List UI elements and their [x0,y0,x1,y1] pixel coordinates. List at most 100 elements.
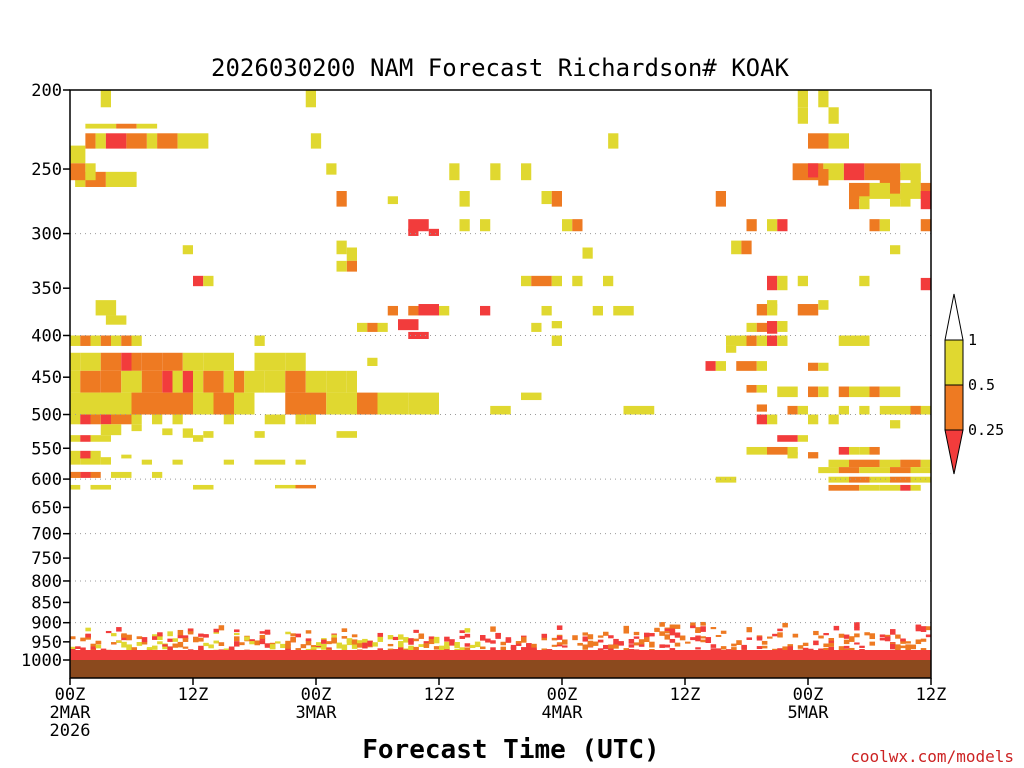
richardson-cell [70,392,91,415]
surface-band-strip [198,645,204,652]
surface-band-strip [915,625,922,632]
surface-band-strip [228,646,235,651]
surface-band-strip [495,632,501,639]
surface-band-strip [761,640,768,645]
plot-frame [69,89,932,679]
legend-bin-yellow [944,339,964,386]
richardson-cell [408,331,429,340]
surface-band-strip [782,646,788,651]
surface-band-strip [408,646,414,651]
surface-band-strip [464,628,471,631]
richardson-cell [398,319,419,331]
surface-band-strip [162,644,168,647]
richardson-cell [244,370,265,393]
richardson-cell [367,357,378,367]
surface-band-strip [628,638,635,644]
richardson-cell [797,107,808,124]
surface-band-strip [193,637,199,643]
richardson-cell [141,459,152,465]
richardson-cell [121,352,132,371]
richardson-cell [849,459,880,468]
surface-band-strip [295,633,302,638]
surface-band-strip [782,622,788,625]
richardson-cell [746,322,757,332]
surface-band-strip [608,644,614,649]
surface-band-strip [444,647,450,653]
surface-band-strip [649,633,655,637]
richardson-cell [162,428,173,436]
richardson-cell [100,335,111,346]
surface-band-strip [562,639,568,645]
surface-band-strip [177,629,184,636]
surface-band-strip [403,637,409,643]
surface-band-strip [357,640,363,644]
surface-band-strip [182,635,189,640]
site-credit: coolwx.com/models [850,747,1014,766]
surface-band-strip [95,644,102,649]
richardson-cell [480,305,491,316]
surface-band-strip [597,635,604,638]
surface-band-strip [387,643,394,647]
surface-band-strip [669,627,676,632]
y-tick-label: 800 [31,572,62,592]
richardson-cell [428,228,439,236]
surface-band-strip [720,646,727,650]
surface-band-strip [597,639,604,643]
richardson-cell [756,322,767,332]
richardson-cell [121,454,132,459]
richardson-cell [777,335,788,346]
surface-band-strip [259,637,266,641]
richardson-cell [767,335,778,346]
surface-band-strip [541,637,548,641]
richardson-cell [849,446,860,455]
richardson-cell [869,182,890,199]
surface-band-strip [234,641,240,647]
surface-band-strip [285,643,291,649]
surface-band-strip [326,641,332,645]
richardson-cell [890,467,911,474]
surface-band-strip [305,639,312,646]
surface-band-strip [398,641,404,644]
surface-band-strip [172,643,179,648]
surface-band-strip [510,646,517,652]
surface-band-strip [331,633,337,636]
richardson-cell [346,247,357,261]
y-axis-ticks: 200 250 300 350 400 450 500 550 600 650 700 750 8008… [21,81,70,671]
x-tick-label: 12Z [670,685,701,705]
y-tick-label: 850 [31,593,62,613]
surface-band-strip [854,622,860,628]
richardson-cell [346,370,357,393]
richardson-cell [152,392,173,415]
richardson-cell [920,190,931,210]
surface-band-strip [305,630,312,634]
richardson-cell [85,133,96,149]
richardson-cell [603,275,614,287]
surface-band-strip [879,634,886,638]
richardson-cell [70,471,81,478]
surface-band-strip [116,627,122,632]
richardson-cell [910,476,931,483]
surface-band-strip [167,646,173,653]
richardson-cell [264,370,286,393]
richardson-cell [116,123,137,129]
richardson-cell [70,435,81,442]
surface-band-strip [459,647,466,651]
richardson-cell [623,405,655,415]
surface-band-strip [900,639,906,644]
richardson-cell [193,484,214,490]
richardson-cell [131,335,142,346]
richardson-cell [336,240,347,255]
surface-band-strip [172,638,179,642]
surface-band-strip [905,644,911,650]
richardson-cell [838,386,849,398]
richardson-cell [521,392,542,401]
richardson-cell [121,370,142,393]
surface-band-strip [444,644,450,650]
chart-title: 2026030200 NAM Forecast Richardson# KOAK [211,54,790,82]
richardson-cell [162,352,183,371]
surface-band-strip [398,644,404,651]
surface-band-strip [644,635,650,640]
surface-band-strip [746,627,753,633]
surface-band-strip [541,635,548,639]
surface-band-strip [392,636,399,641]
